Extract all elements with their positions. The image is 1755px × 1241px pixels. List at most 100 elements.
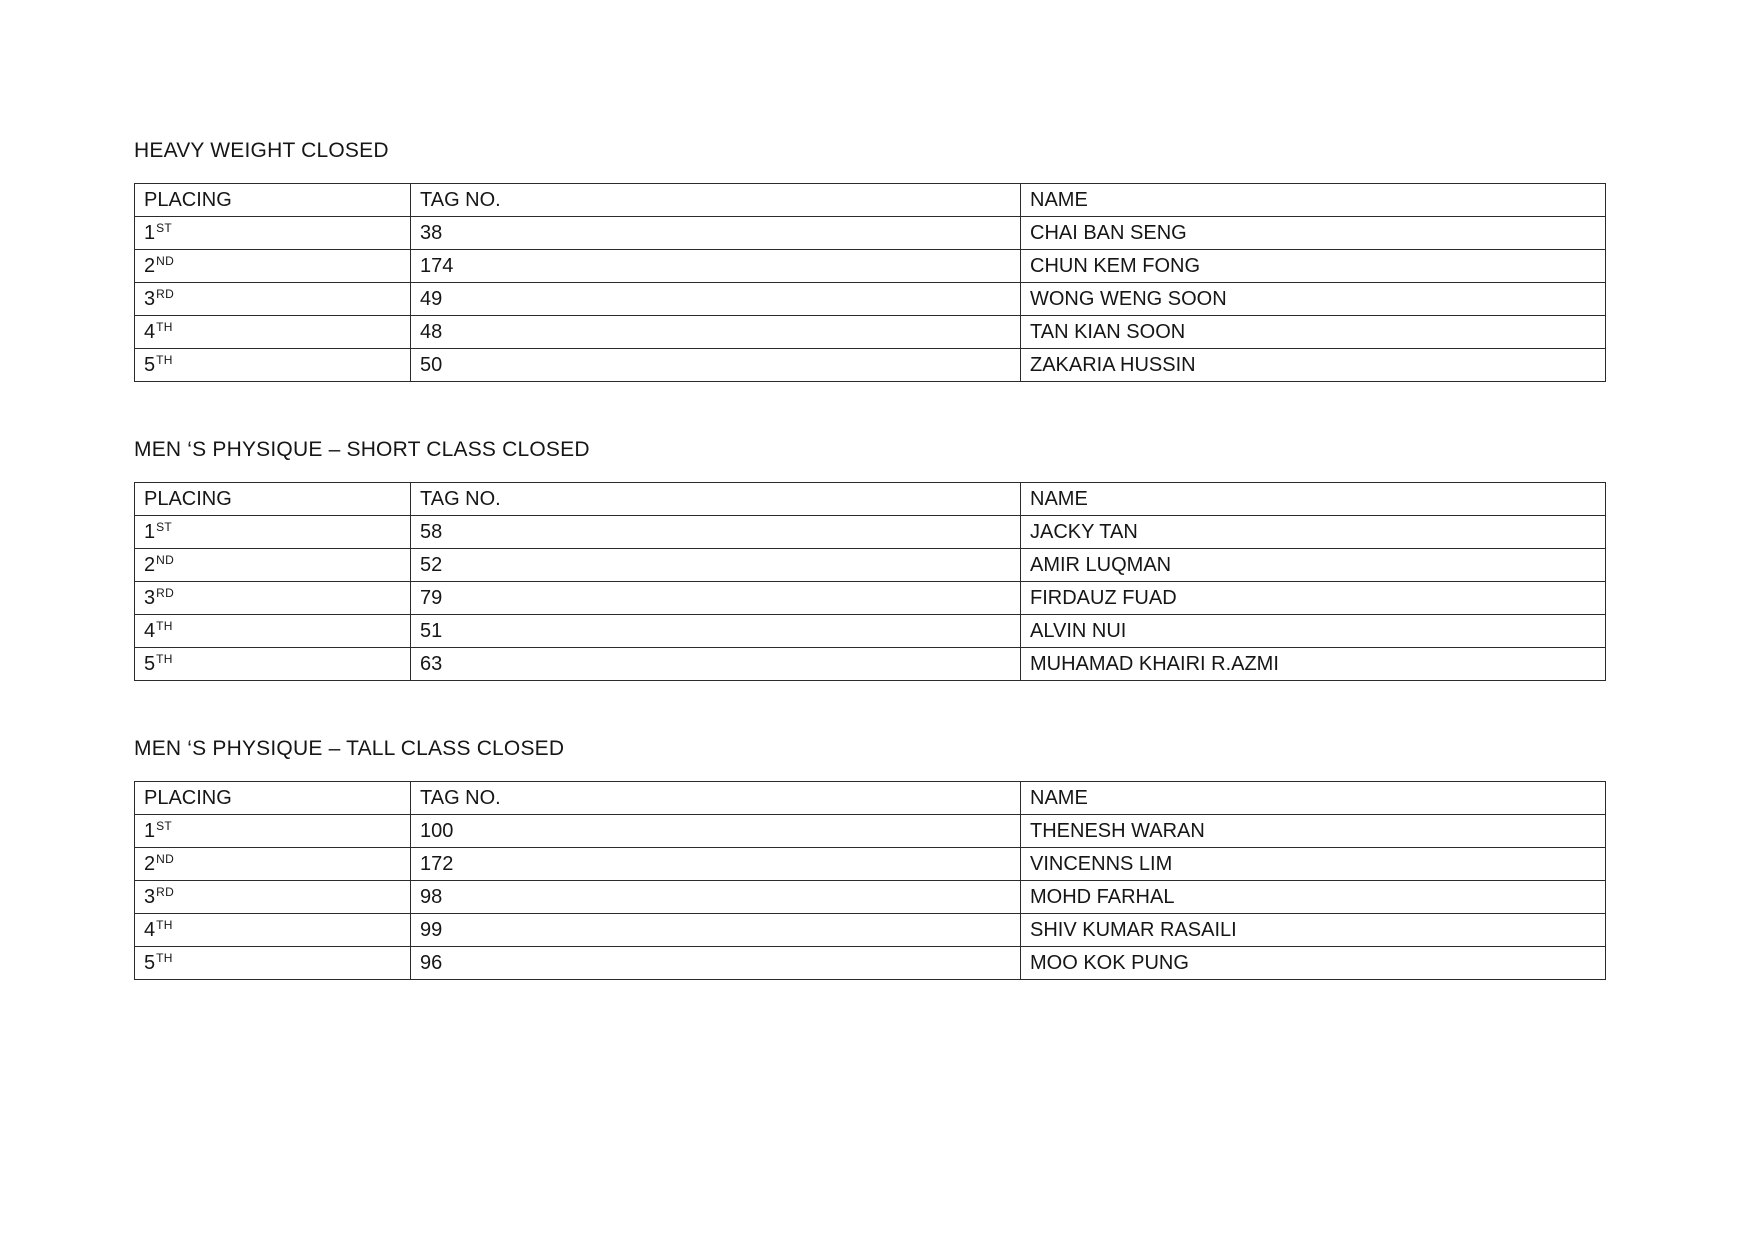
ordinal-suffix: ND [156, 552, 175, 567]
placing-cell: 3RD [134, 282, 411, 316]
column-header-tag: TAG NO. [410, 781, 1021, 815]
tag-cell: 174 [410, 249, 1021, 283]
table-row: 3RD 49 WONG WENG SOON [134, 282, 1606, 316]
table-row: 1ST 100 THENESH WARAN [134, 814, 1606, 848]
name-cell: ALVIN NUI [1020, 614, 1606, 648]
placing-number: 5 [144, 951, 156, 974]
tag-cell: 100 [410, 814, 1021, 848]
ordinal-suffix: ST [156, 220, 173, 235]
name-cell: AMIR LUQMAN [1020, 548, 1606, 582]
ordinal-suffix: TH [156, 352, 173, 367]
placing-cell: 5TH [134, 647, 411, 681]
name-cell: MOO KOK PUNG [1020, 946, 1606, 980]
placing-number: 3 [144, 287, 156, 310]
table-row: 2ND 174 CHUN KEM FONG [134, 249, 1606, 283]
column-header-tag: TAG NO. [410, 183, 1021, 217]
placing-cell: 4TH [134, 913, 411, 947]
ordinal-suffix: ST [156, 519, 173, 534]
column-header-placing: PLACING [134, 183, 411, 217]
ordinal-suffix: RD [156, 884, 175, 899]
column-header-name: NAME [1020, 482, 1606, 516]
name-cell: MOHD FARHAL [1020, 880, 1606, 914]
ordinal-suffix: TH [156, 651, 173, 666]
ordinal-suffix: ND [156, 851, 175, 866]
name-cell: SHIV KUMAR RASAILI [1020, 913, 1606, 947]
table-row: 3RD 98 MOHD FARHAL [134, 880, 1606, 914]
column-header-name: NAME [1020, 183, 1606, 217]
tag-cell: 96 [410, 946, 1021, 980]
name-cell: CHAI BAN SENG [1020, 216, 1606, 250]
results-table: PLACING TAG NO. NAME 1ST 100 THENESH WAR… [134, 781, 1606, 980]
section-heavy-weight: HEAVY WEIGHT CLOSED PLACING TAG NO. NAME… [134, 140, 1755, 382]
tag-cell: 79 [410, 581, 1021, 615]
placing-cell: 4TH [134, 614, 411, 648]
tag-cell: 51 [410, 614, 1021, 648]
table-row: 3RD 79 FIRDAUZ FUAD [134, 581, 1606, 615]
placing-number: 4 [144, 320, 156, 343]
ordinal-suffix: ST [156, 818, 173, 833]
section-heading: HEAVY WEIGHT CLOSED [134, 139, 389, 162]
column-header-name: NAME [1020, 781, 1606, 815]
column-header-placing: PLACING [134, 482, 411, 516]
placing-cell: 2ND [134, 548, 411, 582]
ordinal-suffix: TH [156, 917, 173, 932]
tag-cell: 58 [410, 515, 1021, 549]
name-cell: MUHAMAD KHAIRI R.AZMI [1020, 647, 1606, 681]
table-row: 5TH 50 ZAKARIA HUSSIN [134, 348, 1606, 382]
column-header-placing: PLACING [134, 781, 411, 815]
table-row: 2ND 52 AMIR LUQMAN [134, 548, 1606, 582]
table-row: 2ND 172 VINCENNS LIM [134, 847, 1606, 881]
name-cell: JACKY TAN [1020, 515, 1606, 549]
tag-cell: 50 [410, 348, 1021, 382]
tag-cell: 172 [410, 847, 1021, 881]
placing-number: 5 [144, 353, 156, 376]
ordinal-suffix: TH [156, 319, 173, 334]
placing-number: 2 [144, 852, 156, 875]
tag-cell: 38 [410, 216, 1021, 250]
name-cell: CHUN KEM FONG [1020, 249, 1606, 283]
tag-cell: 63 [410, 647, 1021, 681]
placing-cell: 5TH [134, 946, 411, 980]
placing-number: 5 [144, 652, 156, 675]
tag-cell: 99 [410, 913, 1021, 947]
results-table: PLACING TAG NO. NAME 1ST 38 CHAI BAN SEN… [134, 183, 1606, 382]
placing-number: 2 [144, 254, 156, 277]
ordinal-suffix: ND [156, 253, 175, 268]
placing-number: 4 [144, 619, 156, 642]
placing-cell: 1ST [134, 216, 411, 250]
table-row: 1ST 58 JACKY TAN [134, 515, 1606, 549]
ordinal-suffix: RD [156, 585, 175, 600]
column-header-tag: TAG NO. [410, 482, 1021, 516]
table-row: 5TH 63 MUHAMAD KHAIRI R.AZMI [134, 647, 1606, 681]
name-cell: WONG WENG SOON [1020, 282, 1606, 316]
name-cell: FIRDAUZ FUAD [1020, 581, 1606, 615]
placing-number: 1 [144, 221, 156, 244]
placing-cell: 2ND [134, 847, 411, 881]
table-row: 4TH 48 TAN KIAN SOON [134, 315, 1606, 349]
results-table: PLACING TAG NO. NAME 1ST 58 JACKY TAN 2N… [134, 482, 1606, 681]
table-row: 5TH 96 MOO KOK PUNG [134, 946, 1606, 980]
tag-cell: 49 [410, 282, 1021, 316]
placing-number: 2 [144, 553, 156, 576]
placing-number: 1 [144, 520, 156, 543]
name-cell: VINCENNS LIM [1020, 847, 1606, 881]
placing-cell: 2ND [134, 249, 411, 283]
table-row: 4TH 51 ALVIN NUI [134, 614, 1606, 648]
name-cell: THENESH WARAN [1020, 814, 1606, 848]
table-header-row: PLACING TAG NO. NAME [134, 482, 1606, 516]
placing-number: 4 [144, 918, 156, 941]
ordinal-suffix: RD [156, 286, 175, 301]
placing-number: 1 [144, 819, 156, 842]
placing-number: 3 [144, 885, 156, 908]
section-heading: MEN ‘S PHYSIQUE – SHORT CLASS CLOSED [134, 438, 590, 461]
name-cell: ZAKARIA HUSSIN [1020, 348, 1606, 382]
placing-number: 3 [144, 586, 156, 609]
tag-cell: 98 [410, 880, 1021, 914]
tag-cell: 52 [410, 548, 1021, 582]
section-mens-physique-short: MEN ‘S PHYSIQUE – SHORT CLASS CLOSED PLA… [134, 439, 1755, 681]
name-cell: TAN KIAN SOON [1020, 315, 1606, 349]
table-row: 1ST 38 CHAI BAN SENG [134, 216, 1606, 250]
placing-cell: 4TH [134, 315, 411, 349]
placing-cell: 3RD [134, 880, 411, 914]
